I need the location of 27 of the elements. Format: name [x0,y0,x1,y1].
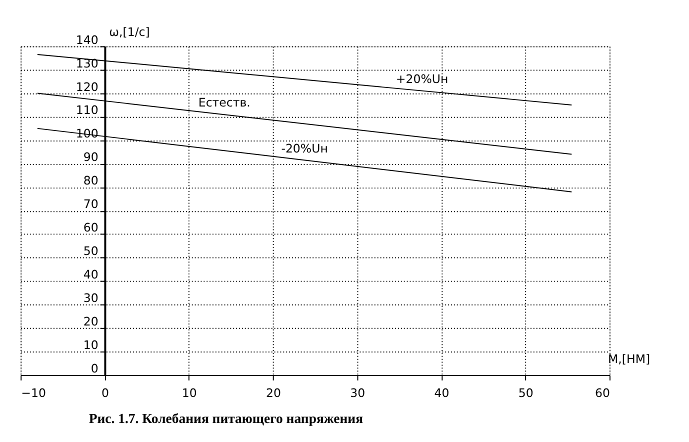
y-tick-label: 140 [76,32,98,47]
y-tick-label: 60 [83,220,98,235]
x-tick-label: −10 [21,386,46,400]
x-tick-label: 0 [101,386,109,400]
x-tick-label: 20 [266,386,281,400]
y-tick-label: 0 [90,362,98,376]
text: Рис. 1.7. Колебания питающего напряжения [88,411,364,426]
x-tick-label: 10 [182,386,197,400]
x-axis-title: M,[НМ] [608,352,650,366]
y-tick-label: 40 [83,268,98,282]
x-tick-label: 50 [518,386,534,400]
y-tick-label: 30 [83,291,98,306]
x-tick-label: 30 [350,386,366,400]
y-tick-label: 90 [83,150,98,164]
y-tick-label: 80 [83,174,98,188]
y-tick-label: 110 [76,103,98,118]
y-tick-label: 70 [83,197,98,212]
y-tick-label: 20 [83,314,98,329]
x-tick-label: 60 [595,386,610,400]
series-label: +20%Uн [396,72,448,86]
y-tick-label: 10 [83,338,98,352]
series-label: -20%Uн [281,141,328,156]
x-tick-label: 40 [434,386,450,400]
y-tick-label: 120 [76,80,98,94]
y-tick-label: 50 [83,244,98,258]
y-axis-title: ω,[1/с] [109,24,150,39]
series-label: Естеств. [198,96,250,110]
